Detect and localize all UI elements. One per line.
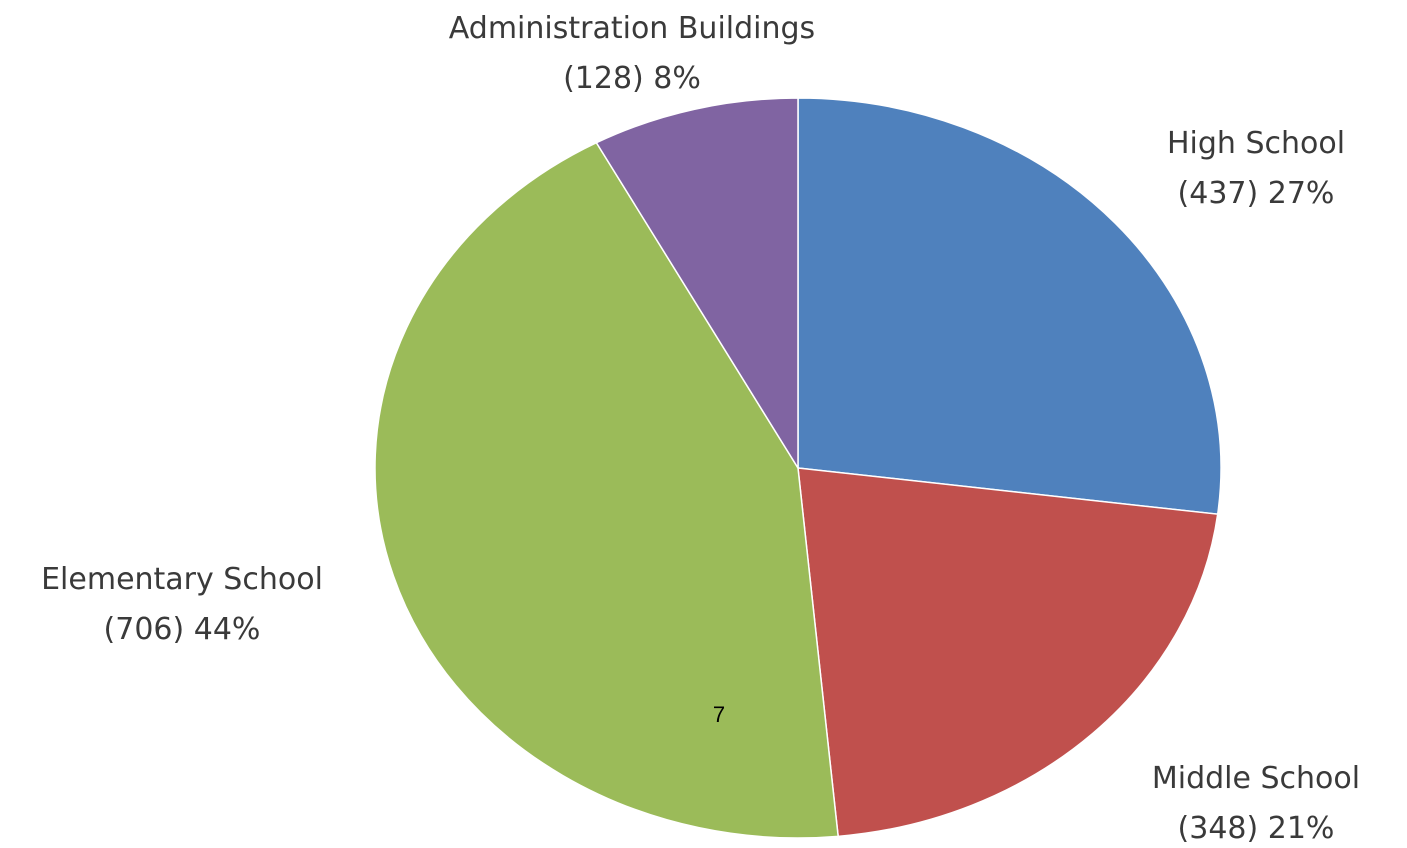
label-value-administration-buildings: (128) 8% [563, 61, 701, 96]
label-administration-buildings: Administration Buildings (128) 8% [449, 11, 815, 96]
slice-high-school [797, 97, 1222, 516]
slice-administration-buildings [595, 97, 799, 471]
label-middle-school: Middle School (348) 21% [1152, 761, 1360, 846]
slice-elementary-school [374, 141, 839, 839]
label-high-school: High School (437) 27% [1167, 126, 1345, 211]
label-value-middle-school: (348) 21% [1178, 811, 1335, 846]
slice-middle-school [797, 467, 1219, 838]
label-name-administration-buildings: Administration Buildings [449, 11, 815, 46]
label-elementary-school: Elementary School (706) 44% [41, 562, 323, 647]
label-name-elementary-school: Elementary School [41, 562, 323, 597]
pie-slices [374, 97, 1222, 839]
label-value-high-school: (437) 27% [1178, 176, 1335, 211]
label-name-high-school: High School [1167, 126, 1345, 161]
slice-labels: High School (437) 27% Middle School (348) 2… [41, 11, 1360, 846]
label-value-elementary-school: (706) 44% [104, 612, 261, 647]
label-name-middle-school: Middle School [1152, 761, 1360, 796]
page-number: 7 [713, 702, 725, 727]
